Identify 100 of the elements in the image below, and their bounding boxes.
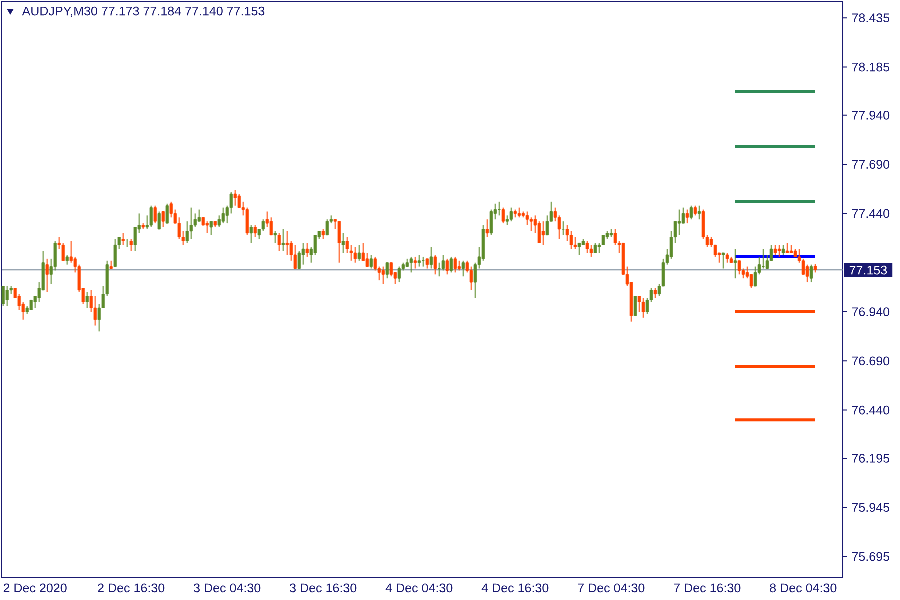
candlestick (130, 238, 133, 252)
candlestick (654, 288, 657, 299)
candlestick (558, 215, 561, 240)
ref-line-label: 77.153 (850, 266, 888, 275)
candlestick (490, 209, 493, 236)
candlestick (430, 246, 433, 270)
y-tick-label: 77.440 (852, 209, 890, 218)
candlestick (470, 266, 473, 291)
candlestick (518, 207, 521, 218)
candlestick (2, 286, 5, 307)
candlestick (546, 215, 549, 236)
candlestick (726, 252, 729, 264)
y-tick-label: 75.695 (852, 552, 890, 562)
candlestick (150, 205, 153, 228)
candlestick (274, 230, 277, 244)
candlestick (326, 219, 329, 236)
candlestick (542, 221, 545, 246)
candlestick (638, 296, 641, 313)
candlestick (122, 232, 125, 246)
candlestick (294, 244, 297, 270)
candlestick (346, 236, 349, 254)
candlestick (738, 260, 741, 276)
candlestick (442, 254, 445, 272)
candlestick (502, 207, 505, 224)
candlestick (570, 230, 573, 250)
x-tick-label: 3 Dec 04:30 (194, 584, 261, 593)
y-tick-label: 76.690 (852, 356, 890, 366)
candlestick (186, 221, 189, 244)
x-tick-label: 3 Dec 16:30 (290, 584, 357, 593)
candlestick (222, 207, 225, 224)
candlestick (46, 258, 49, 293)
candlestick (278, 232, 281, 252)
y-tick-label: 77.690 (852, 160, 890, 170)
candlestick (70, 240, 73, 264)
candlestick (678, 209, 681, 236)
candlestick (458, 260, 461, 272)
candlestick (774, 244, 777, 256)
candlestick (750, 274, 753, 289)
candlestick (234, 190, 237, 206)
candlestick (210, 221, 213, 236)
candlestick (418, 254, 421, 268)
candlestick (754, 266, 757, 287)
candlestick (510, 207, 513, 222)
y-tick-label: 78.185 (852, 62, 890, 72)
candlestick (390, 262, 393, 278)
candlestick (722, 252, 725, 270)
candlestick (206, 221, 209, 234)
y-tick-label: 75.945 (852, 503, 890, 512)
x-tick-label: 2 Dec 2020 (4, 584, 67, 593)
candlestick (578, 242, 581, 256)
candlestick (506, 215, 509, 226)
x-tick-label: 2 Dec 16:30 (98, 584, 165, 593)
candlestick (698, 205, 701, 220)
candlestick (802, 258, 805, 276)
candlestick (322, 228, 325, 240)
x-tick-label: 7 Dec 04:30 (578, 584, 645, 593)
candlestick (370, 254, 373, 270)
candlestick (254, 225, 257, 238)
candlestick (238, 194, 241, 208)
candlestick (30, 300, 33, 311)
candlestick (806, 264, 809, 284)
candlestick (338, 221, 341, 264)
candlestick (686, 209, 689, 224)
candlestick (634, 296, 637, 316)
candlestick (562, 221, 565, 236)
y-tick-label: 77.940 (852, 110, 890, 120)
candlestick (434, 254, 437, 276)
candlestick (690, 205, 693, 220)
candlestick (250, 225, 253, 244)
candlestick (398, 266, 401, 284)
candlestick (566, 225, 569, 242)
candlestick (614, 228, 617, 246)
candlestick (382, 266, 385, 285)
y-tick-label: 76.940 (852, 308, 890, 316)
candlestick (66, 254, 69, 266)
candlestick (306, 242, 309, 258)
candlestick (262, 219, 265, 232)
candlestick (114, 238, 117, 268)
candlestick (374, 256, 377, 272)
candlestick (454, 256, 457, 274)
candlestick (366, 252, 369, 268)
candlestick (586, 240, 589, 254)
candlestick (530, 217, 533, 232)
candlestick (386, 262, 389, 280)
candlestick (302, 242, 305, 266)
candlestick (134, 226, 137, 252)
candlestick (154, 205, 157, 224)
candlestick (446, 258, 449, 276)
candlestick (642, 298, 645, 318)
candlestick (358, 244, 361, 262)
candlestick (298, 250, 301, 270)
y-tick-label: 78.435 (852, 14, 890, 23)
candlestick (354, 246, 357, 264)
candlestick (6, 286, 9, 307)
candlestick (682, 207, 685, 224)
candlestick (86, 292, 89, 309)
candlestick (602, 234, 605, 246)
x-tick-label: 7 Dec 16:30 (674, 584, 741, 593)
candlestick (810, 264, 813, 284)
y-tick-label: 76.440 (852, 406, 890, 415)
